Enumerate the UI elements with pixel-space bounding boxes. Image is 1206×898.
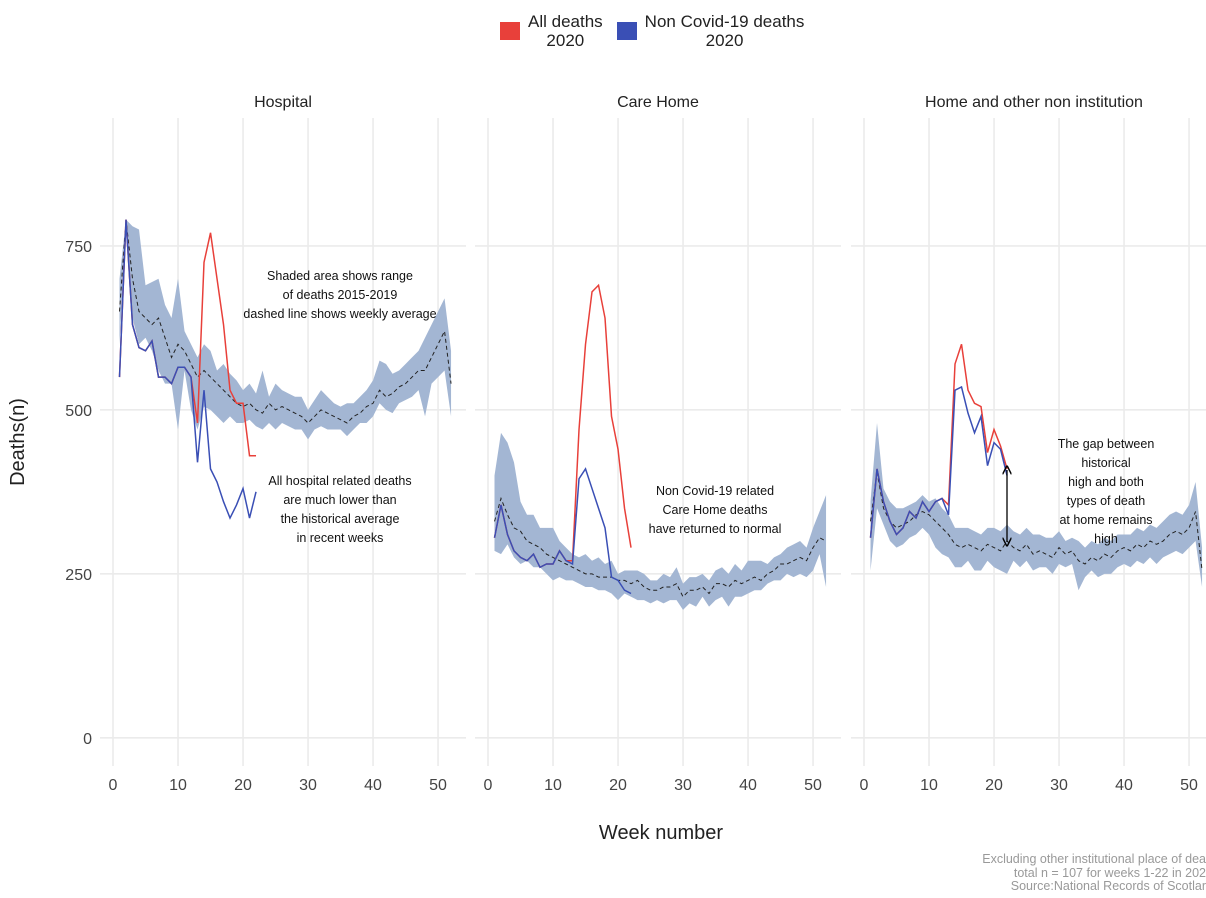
- facet-title: Care Home: [617, 94, 699, 111]
- legend-item: All deaths 2020: [500, 12, 603, 50]
- x-tick-label: 30: [674, 777, 692, 794]
- legend-swatch: [616, 22, 637, 40]
- x-tick-label: 20: [234, 777, 252, 794]
- caption-line: Excluding other institutional place of d…: [982, 852, 1206, 866]
- y-tick-label: 0: [83, 731, 92, 748]
- x-tick-label: 0: [484, 777, 493, 794]
- annotation: Non Covid-19 related Care Home deaths ha…: [648, 484, 782, 536]
- annotation: All hospital related deaths are much low…: [268, 474, 412, 545]
- x-axis-label: Week number: [599, 822, 723, 844]
- x-tick-label: 10: [544, 777, 562, 794]
- x-tick-label: 20: [609, 777, 627, 794]
- x-tick-label: 40: [1115, 777, 1133, 794]
- caption-line: Source:National Records of Scotlar: [1010, 879, 1206, 893]
- average-line: [870, 472, 1203, 571]
- legend-label: All deaths 2020: [528, 12, 603, 50]
- legend: All deaths 2020 Non Covid-19 deaths 2020: [500, 12, 804, 50]
- range-band: [119, 219, 452, 440]
- annotation: The gap between historical high and both…: [1057, 437, 1155, 546]
- average-line: [494, 496, 827, 598]
- annotation: Shaded area shows range of deaths 2015-2…: [243, 269, 437, 321]
- series-line: [869, 385, 1008, 538]
- x-tick-label: 20: [985, 777, 1003, 794]
- x-tick-label: 0: [109, 777, 118, 794]
- x-tick-label: 10: [169, 777, 187, 794]
- facet-title: Hospital: [254, 94, 312, 111]
- range-band: [494, 432, 827, 610]
- x-tick-label: 40: [364, 777, 382, 794]
- y-tick-label: 500: [65, 403, 92, 420]
- y-axis-label: Deaths(n): [7, 398, 29, 486]
- facet-title: Home and other non institution: [925, 94, 1143, 111]
- range-band: [870, 422, 1203, 591]
- x-tick-label: 50: [1180, 777, 1198, 794]
- average-line: [119, 219, 452, 424]
- caption-line: total n = 107 for weeks 1-22 in 202: [1013, 865, 1206, 880]
- x-tick-label: 0: [860, 777, 869, 794]
- caption: Excluding other institutional place of d…: [982, 852, 1206, 894]
- x-tick-label: 30: [1050, 777, 1068, 794]
- y-tick-label: 750: [65, 239, 92, 256]
- x-tick-label: 30: [299, 777, 317, 794]
- y-tick-label: 250: [65, 567, 92, 584]
- x-tick-label: 10: [920, 777, 938, 794]
- x-tick-label: 40: [739, 777, 757, 794]
- legend-item: Non Covid-19 deaths 2020: [616, 12, 805, 50]
- series-line: [118, 219, 257, 520]
- x-tick-label: 50: [804, 777, 822, 794]
- x-tick-label: 50: [429, 777, 447, 794]
- legend-label: Non Covid-19 deaths 2020: [644, 12, 805, 50]
- legend-swatch: [500, 22, 520, 40]
- series-line: [493, 467, 632, 595]
